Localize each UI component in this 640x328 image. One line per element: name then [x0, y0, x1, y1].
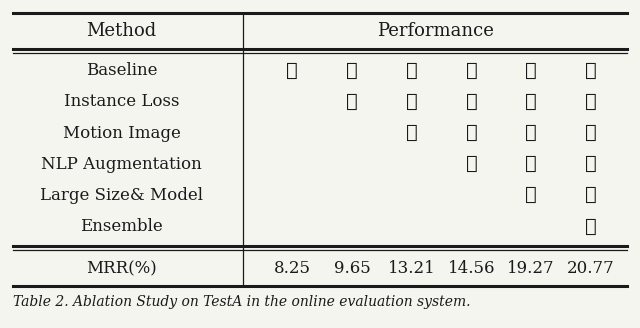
Text: ✓: ✓ [585, 217, 597, 236]
Text: ✓: ✓ [525, 186, 537, 204]
Text: ✓: ✓ [585, 93, 597, 111]
Text: Performance: Performance [377, 22, 493, 40]
Text: Motion Image: Motion Image [63, 125, 180, 141]
Text: 8.25: 8.25 [274, 260, 311, 277]
Text: ✓: ✓ [585, 124, 597, 142]
Text: NLP Augmentation: NLP Augmentation [41, 156, 202, 173]
Text: Ensemble: Ensemble [80, 218, 163, 235]
Text: ✓: ✓ [585, 62, 597, 80]
Text: MRR(%): MRR(%) [86, 260, 157, 277]
Text: Method: Method [86, 22, 157, 40]
Text: ✓: ✓ [406, 93, 418, 111]
Text: ✓: ✓ [525, 62, 537, 80]
Text: 14.56: 14.56 [448, 260, 495, 277]
Text: 19.27: 19.27 [508, 260, 555, 277]
Text: ✓: ✓ [286, 62, 298, 80]
Text: ✓: ✓ [406, 62, 418, 80]
Text: ✓: ✓ [346, 62, 358, 80]
Text: ✓: ✓ [465, 124, 477, 142]
Text: ✓: ✓ [346, 93, 358, 111]
Text: Baseline: Baseline [86, 62, 157, 79]
Text: Table 2. Ablation Study on TestA in the online evaluation system.: Table 2. Ablation Study on TestA in the … [13, 296, 470, 309]
Text: ✓: ✓ [525, 93, 537, 111]
Text: 13.21: 13.21 [388, 260, 436, 277]
Text: ✓: ✓ [585, 186, 597, 204]
Text: 9.65: 9.65 [333, 260, 371, 277]
Text: ✓: ✓ [406, 124, 418, 142]
Text: ✓: ✓ [525, 155, 537, 173]
Text: Large Size& Model: Large Size& Model [40, 187, 203, 204]
Text: ✓: ✓ [525, 124, 537, 142]
Text: Instance Loss: Instance Loss [64, 93, 179, 110]
Text: ✓: ✓ [465, 62, 477, 80]
Text: 20.77: 20.77 [567, 260, 615, 277]
Text: ✓: ✓ [465, 155, 477, 173]
Text: ✓: ✓ [465, 93, 477, 111]
Text: ✓: ✓ [585, 155, 597, 173]
